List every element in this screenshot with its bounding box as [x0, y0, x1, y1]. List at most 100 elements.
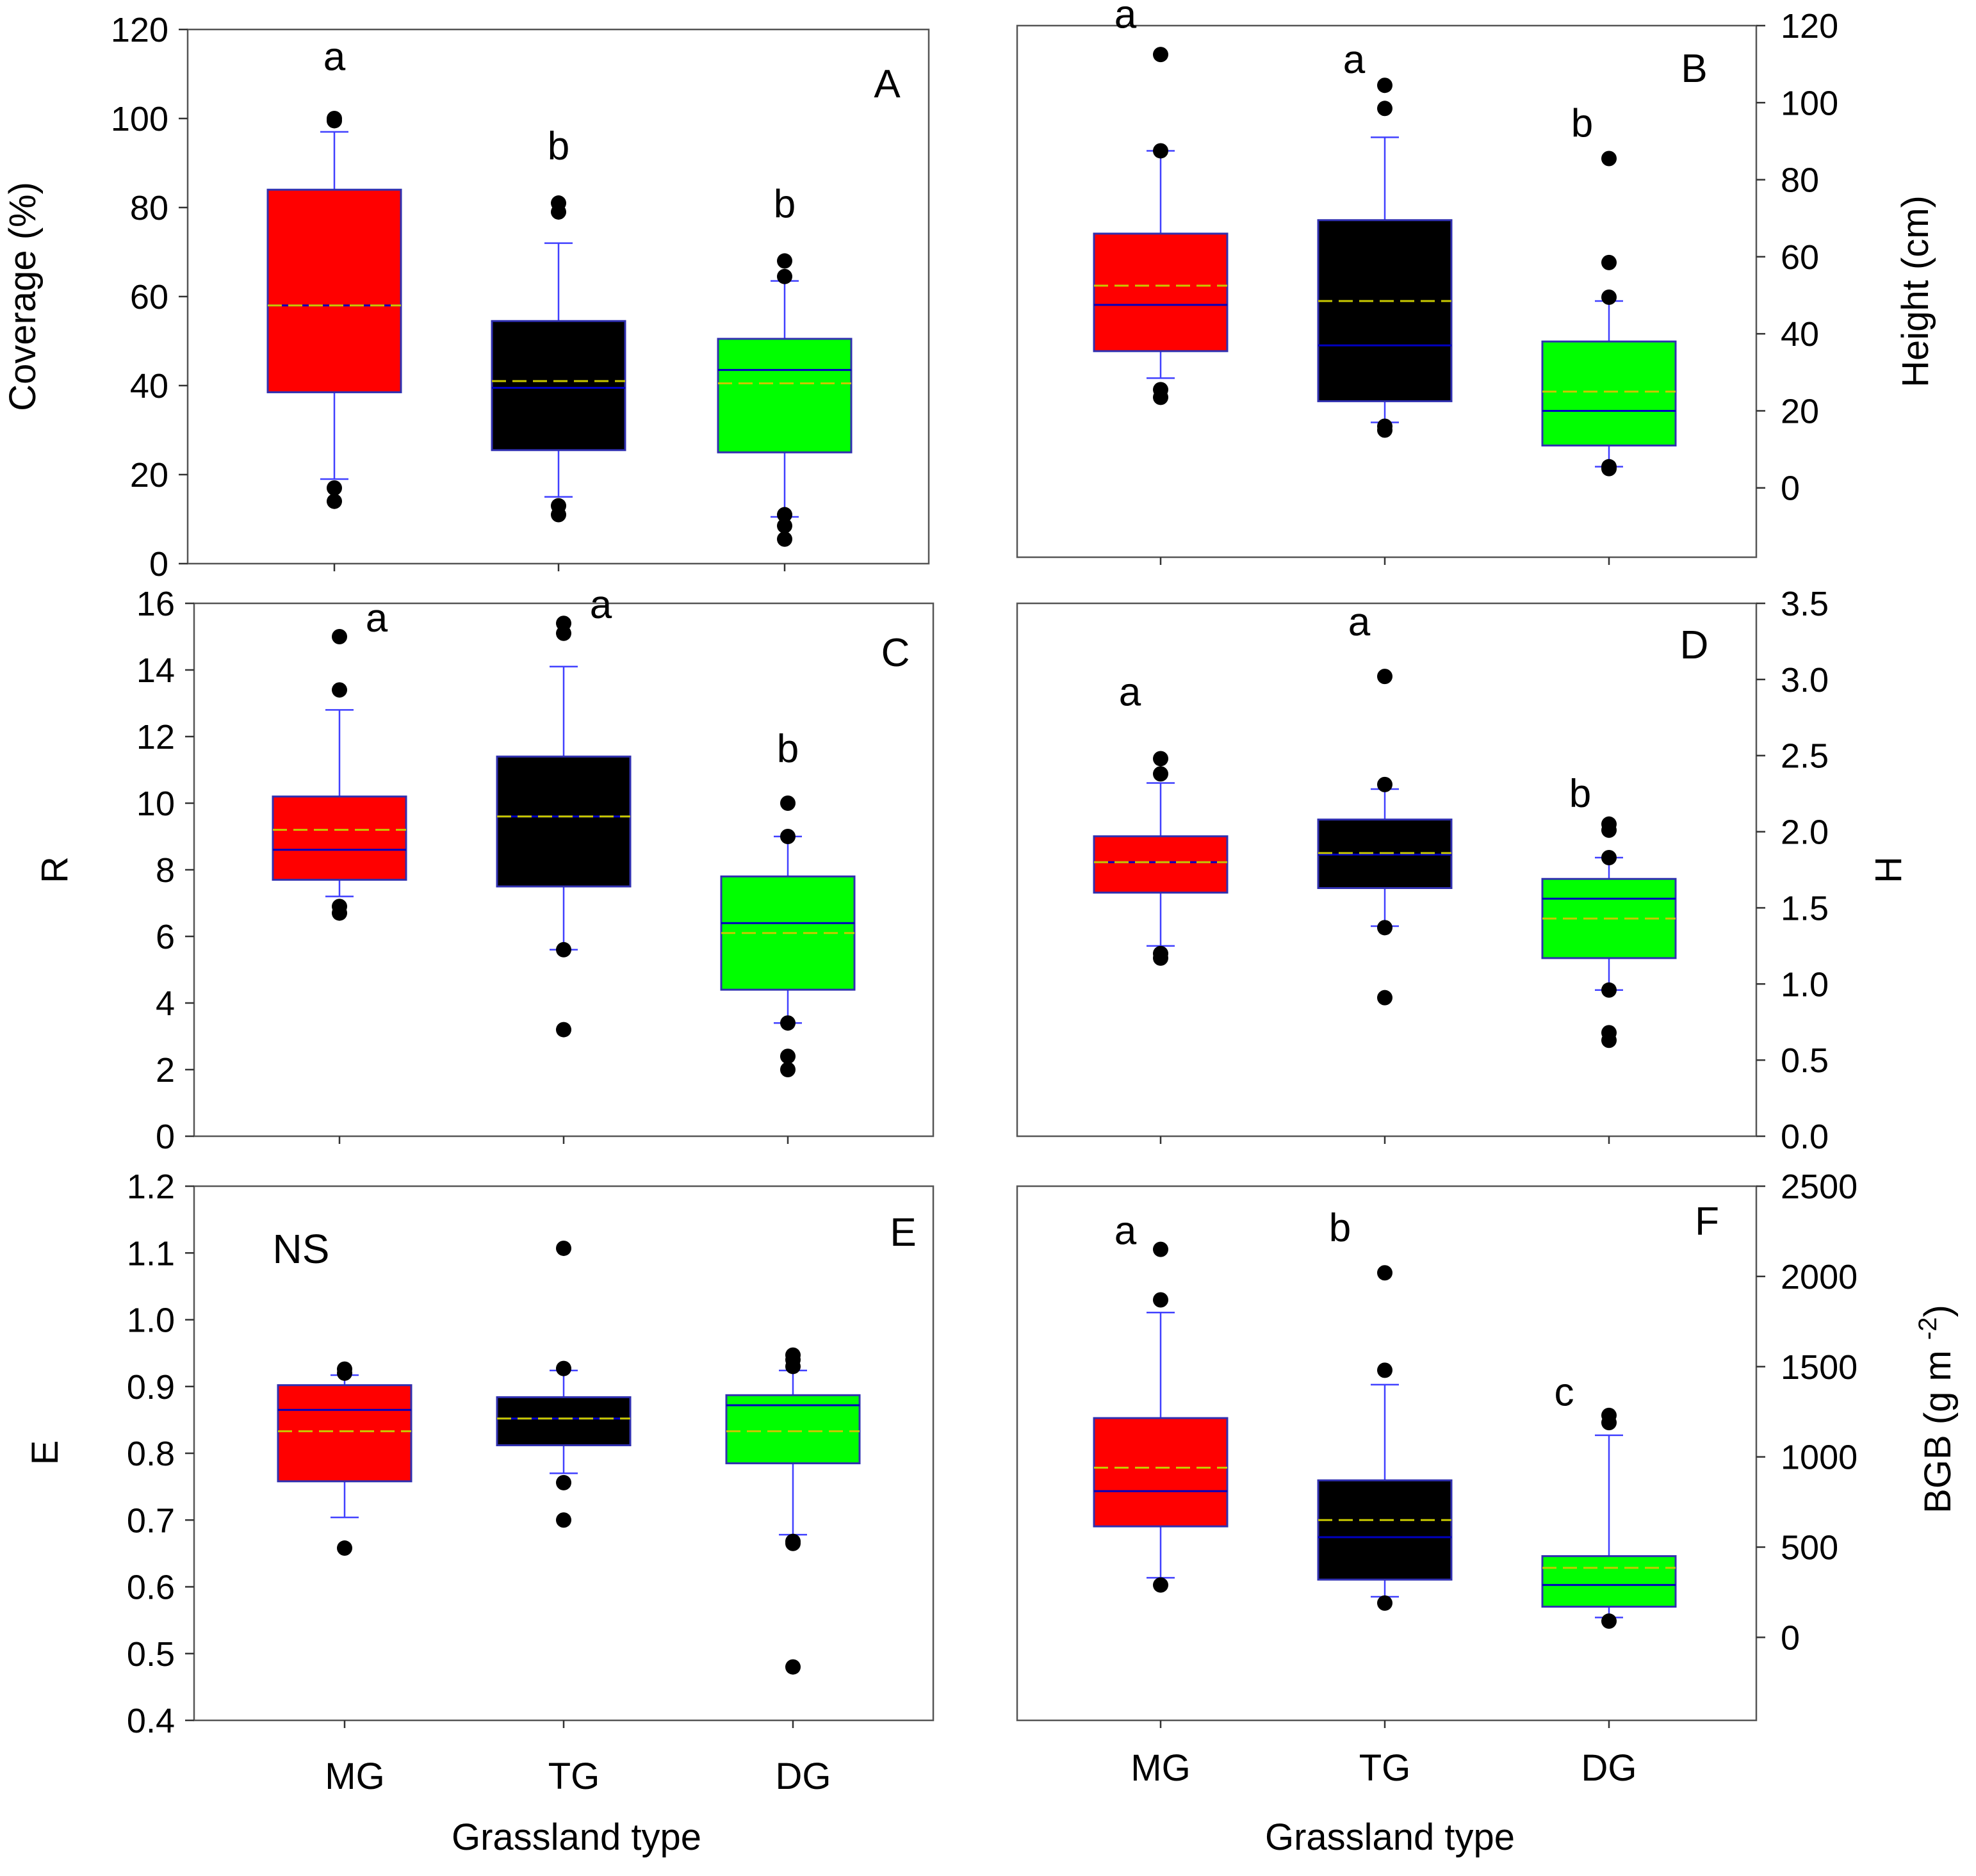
y-tick-label: 20	[130, 456, 168, 494]
y-tick-label: 0	[149, 545, 168, 583]
y-axis-label-E: E	[24, 1440, 66, 1465]
outlier-point-TG	[1377, 920, 1392, 936]
y-tick-label: 0	[156, 1118, 175, 1156]
outlier-point-TG	[556, 1474, 571, 1490]
outlier-point-MG	[327, 480, 342, 496]
outlier-point-DG	[785, 1347, 801, 1363]
panel-label-F: F	[1695, 1200, 1719, 1244]
box-MG	[1093, 232, 1229, 352]
box-TG	[1317, 1479, 1453, 1581]
y-axis-label-R: R	[34, 856, 76, 883]
significance-letter-DG: c	[1555, 1370, 1574, 1414]
outlier-point-DG	[1601, 849, 1617, 865]
outlier-point-DG	[1601, 461, 1617, 477]
outlier-point-TG	[1377, 669, 1392, 685]
y-tick-label: 6	[156, 918, 175, 956]
y-tick-label: 8	[156, 851, 175, 890]
outlier-point-TG	[1377, 77, 1392, 94]
y-tick-label: 1500	[1781, 1348, 1858, 1387]
panel-A-chart: 0 20 40 60 80 100 120 a b b A Coverage (%)	[2, 11, 930, 583]
box-DG	[1541, 1555, 1677, 1608]
outlier-point-DG	[777, 507, 792, 523]
outlier-point-TG	[556, 942, 571, 958]
y-tick-label: 0	[1781, 469, 1800, 508]
y-tick-label: 2.5	[1781, 737, 1829, 776]
y-tick-label: 1.0	[1781, 965, 1829, 1004]
x-tick-label-MG: MG	[1131, 1747, 1190, 1789]
y-axis-label-coverage: Coverage (%)	[2, 182, 44, 411]
significance-letter-MG: a	[1119, 671, 1141, 715]
box-MG	[1093, 835, 1229, 894]
ns-annotation: NS	[273, 1226, 330, 1272]
outlier-point-MG	[1153, 1577, 1168, 1593]
panel-label-A: A	[874, 62, 901, 106]
box-TG	[496, 755, 632, 888]
panel-F-chart: 0 500 1000 1500 2000 2500 MG a TG b DG c F BGB (g m -…	[1016, 1168, 1959, 1789]
box-TG	[1317, 219, 1453, 402]
y-tick-label: 16	[136, 585, 175, 623]
y-tick-label: 100	[1781, 84, 1838, 122]
outlier-point-TG	[556, 1022, 571, 1038]
significance-letter-TG: a	[590, 583, 612, 627]
panel-label-C: C	[881, 631, 910, 675]
panel-B-chart: 0 20 40 60 80 100 120 a a b B Height (cm)	[1016, 0, 1936, 565]
y-tick-label: 0.6	[127, 1569, 175, 1607]
outlier-point-DG	[1601, 1613, 1617, 1629]
outlier-point-TG	[556, 1512, 571, 1528]
y-tick-label: 1.2	[127, 1168, 175, 1206]
outlier-point-TG	[1377, 990, 1392, 1006]
plot-frame	[1016, 1185, 1758, 1722]
box-MG	[266, 188, 402, 393]
outlier-point-MG	[327, 113, 342, 129]
bgb-label-close: )	[1917, 1305, 1959, 1317]
x-axis-title-left: Grassland type	[452, 1816, 701, 1858]
outlier-point-MG	[337, 1361, 352, 1377]
y-tick-label: 120	[111, 11, 168, 49]
outlier-point-DG	[785, 1535, 801, 1551]
outlier-point-TG	[556, 616, 571, 632]
outlier-point-MG	[332, 682, 347, 698]
y-tick-label: 0.5	[1781, 1041, 1829, 1080]
x-tick-label-DG: DG	[776, 1756, 831, 1797]
panel-E-chart: 0.4 0.5 0.6 0.7 0.8 0.9 1.0 1.1 1.2 MG TG DG E E NS	[24, 1168, 935, 1797]
y-tick-label: 10	[136, 785, 175, 823]
outlier-point-TG	[551, 507, 566, 523]
box-DG	[1541, 340, 1677, 447]
outlier-point-DG	[780, 795, 796, 811]
y-axis-label-BGB: BGB (g m -2)	[1914, 1305, 1959, 1513]
x-tick-label-DG: DG	[1581, 1747, 1637, 1789]
outlier-point-TG	[1377, 422, 1392, 438]
y-tick-label: 2	[156, 1051, 175, 1089]
significance-letter-MG: a	[366, 596, 388, 640]
outlier-point-MG	[1153, 950, 1168, 966]
outlier-point-DG	[1601, 151, 1617, 167]
y-tick-label: 4	[156, 984, 175, 1023]
plot-frame	[1016, 24, 1758, 559]
outlier-point-DG	[1601, 254, 1617, 270]
y-tick-label: 0.9	[127, 1368, 175, 1407]
box-MG	[272, 795, 407, 881]
y-tick-label: 20	[1781, 392, 1819, 430]
box-MG	[1093, 1417, 1229, 1528]
y-tick-label: 500	[1781, 1529, 1838, 1567]
outlier-point-MG	[1153, 766, 1168, 782]
outlier-point-TG	[556, 1240, 571, 1256]
outlier-point-MG	[327, 493, 342, 509]
panel-C-chart: 0 2 4 6 8 10 12 14 16 a a b C R	[34, 583, 935, 1156]
outlier-point-DG	[780, 1048, 796, 1064]
x-axis-title-right: Grassland type	[1265, 1816, 1515, 1858]
box-TG	[496, 1396, 632, 1446]
y-tick-label: 100	[111, 100, 168, 138]
outlier-point-MG	[1153, 1292, 1168, 1308]
significance-letter-DG: b	[1571, 101, 1593, 145]
y-tick-label: 120	[1781, 7, 1838, 45]
x-tick-label-TG: TG	[548, 1756, 600, 1797]
x-tick-label-TG: TG	[1359, 1747, 1411, 1789]
significance-letter-TG: a	[1348, 600, 1371, 644]
significance-letter-TG: b	[1329, 1206, 1351, 1250]
x-tick-label-MG: MG	[325, 1756, 384, 1797]
y-tick-label: 0.7	[127, 1501, 175, 1540]
significance-letter-MG: a	[323, 35, 346, 79]
y-tick-label: 80	[130, 189, 168, 227]
outlier-point-TG	[1377, 1362, 1392, 1378]
